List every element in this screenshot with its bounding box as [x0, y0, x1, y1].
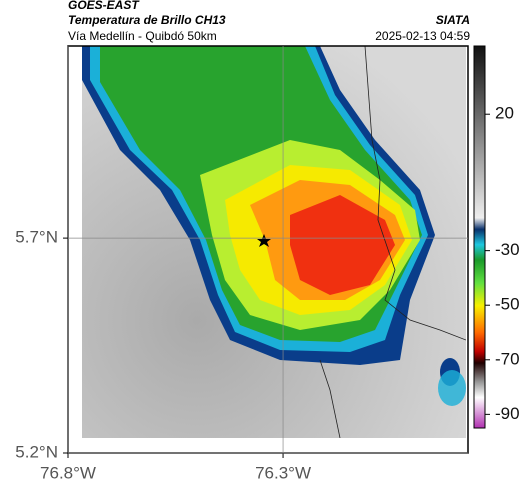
border — [319, 359, 341, 438]
x-tick-label: 76.3°W — [255, 463, 311, 482]
x-tick-label: 76.8°W — [40, 463, 96, 482]
colorbar-tick-label: -50 — [495, 295, 520, 314]
timestamp: 2025-02-13 04:59 — [375, 29, 470, 43]
location-marker — [257, 234, 271, 247]
subtitle: Temperatura de Brillo CH13 — [68, 13, 226, 27]
y-tick-label: 5.7°N — [15, 228, 58, 247]
colorbar-tick-label: -90 — [495, 404, 520, 423]
route: Vía Medellín - Quibdó 50km — [68, 29, 217, 43]
colorbar — [473, 45, 486, 429]
small-cloud — [438, 370, 466, 406]
source: SIATA — [436, 13, 470, 27]
border — [364, 46, 466, 341]
cloud-red — [290, 195, 395, 295]
colorbar-tick-label: -30 — [495, 240, 520, 259]
y-tick-label: 5.2°N — [15, 442, 58, 461]
title: GOES-EAST — [68, 0, 140, 12]
colorbar-tick-label: 20 — [495, 104, 514, 123]
colorbar-tick-label: -70 — [495, 349, 520, 368]
satellite-image — [82, 46, 466, 438]
